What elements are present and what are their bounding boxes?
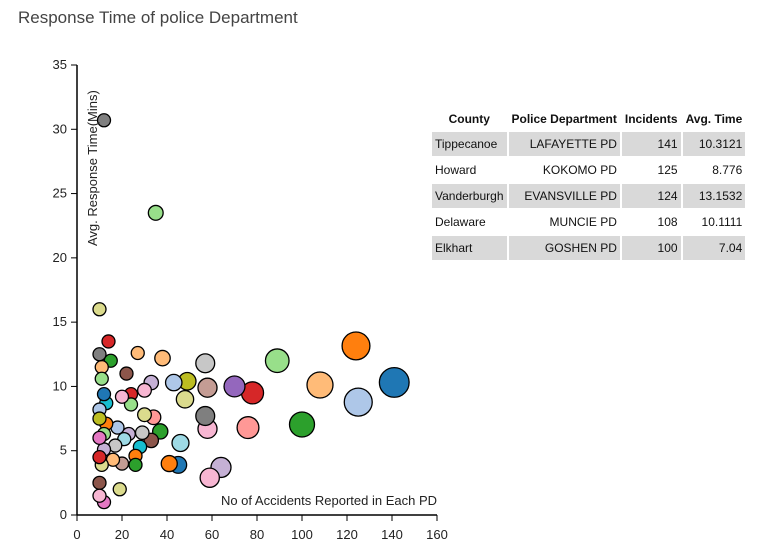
points-layer — [92, 113, 410, 510]
y-tick-label: 20 — [53, 250, 67, 265]
y-tick-label: 15 — [53, 314, 67, 329]
table-row: Vanderburgh EVANSVILLE PD 124 13.1532 — [432, 184, 746, 208]
y-tick-label: 0 — [60, 507, 67, 522]
county-cell: Elkhart — [432, 236, 507, 260]
x-tick-label: 140 — [381, 527, 403, 542]
scatter-point[interactable] — [112, 482, 127, 497]
scatter-point[interactable] — [92, 411, 107, 426]
table-row: Delaware MUNCIE PD 108 10.1111 — [432, 210, 745, 234]
y-tick-label: 10 — [53, 378, 67, 393]
incidents-cell: 125 — [657, 163, 678, 177]
scatter-point[interactable] — [101, 334, 116, 349]
y-axis-label: Avg. Response Time(Mins) — [85, 90, 100, 246]
scatter-point[interactable] — [128, 457, 143, 473]
axes-layer: 0 20 40 60 80 100 120 140 160 0 5 10 15 20 25 30 35 — [53, 57, 448, 542]
x-tick-label: 60 — [205, 527, 219, 542]
table-header-row: County Police Department Incidents Avg. … — [432, 108, 745, 130]
scatter-point[interactable] — [92, 430, 107, 446]
department-cell: MUNCIE PD — [549, 215, 617, 229]
scatter-point[interactable] — [195, 405, 216, 427]
scatter-point[interactable] — [175, 389, 195, 409]
scatter-point[interactable] — [306, 371, 334, 399]
scatter-point[interactable] — [96, 386, 112, 402]
scatter-point[interactable] — [223, 375, 246, 398]
scatter-point[interactable] — [134, 425, 150, 441]
scatter-point[interactable] — [92, 347, 107, 362]
scatter-point[interactable] — [92, 449, 107, 465]
scatter-point[interactable] — [160, 454, 178, 473]
scatter-point[interactable] — [119, 366, 134, 381]
scatter-point[interactable] — [123, 397, 139, 412]
department-cell: KOKOMO PD — [542, 163, 617, 177]
scatter-point[interactable] — [92, 302, 107, 317]
avg-time-cell: 10.1111 — [701, 215, 743, 229]
top-departments-table: County Police Department Incidents Avg. … — [430, 106, 747, 262]
county-cell: Howard — [435, 163, 477, 177]
scatter-point[interactable] — [137, 407, 152, 423]
table-row: Elkhart GOSHEN PD 100 7.04 — [432, 236, 746, 260]
column-header-avg-time: Avg. Time — [685, 112, 743, 126]
county-cell: Vanderburgh — [432, 184, 507, 208]
scatter-point[interactable] — [199, 467, 221, 488]
scatter-point[interactable] — [94, 371, 109, 386]
avg-time-cell: 8.776 — [712, 163, 743, 177]
scatter-point[interactable] — [96, 113, 112, 128]
x-tick-label: 120 — [336, 527, 358, 542]
scatter-point[interactable] — [288, 411, 316, 438]
x-tick-label: 100 — [291, 527, 313, 542]
scatter-point[interactable] — [341, 331, 371, 361]
incidents-cell: 108 — [657, 215, 678, 229]
avg-time-cell: 7.04 — [682, 236, 746, 260]
x-tick-label: 0 — [73, 527, 80, 542]
scatter-point[interactable] — [171, 433, 190, 453]
table-row: Tippecanoe LAFAYETTE PD 141 10.3121 — [432, 132, 746, 156]
chart-title: Response Time of police Department — [18, 8, 298, 27]
scatter-point[interactable] — [154, 349, 171, 367]
scatter-point[interactable] — [236, 416, 260, 440]
county-cell: Tippecanoe — [432, 132, 507, 156]
scatter-point[interactable] — [195, 353, 216, 374]
y-tick-label: 25 — [53, 186, 67, 201]
department-cell: LAFAYETTE PD — [508, 132, 620, 156]
column-header-police-department: Police Department — [511, 112, 617, 126]
scatter-point[interactable] — [137, 382, 152, 398]
scatter-point[interactable] — [264, 348, 290, 374]
avg-time-cell: 10.3121 — [682, 132, 746, 156]
scatter-point[interactable] — [92, 475, 107, 491]
x-tick-label: 20 — [115, 527, 129, 542]
scatter-point[interactable] — [147, 204, 164, 221]
incidents-cell: 124 — [621, 184, 681, 208]
column-header-county: County — [448, 112, 490, 126]
scatter-point[interactable] — [378, 366, 410, 398]
y-tick-label: 5 — [60, 443, 67, 458]
county-cell: Delaware — [435, 215, 486, 229]
scatter-point[interactable] — [343, 387, 373, 417]
avg-time-cell: 13.1532 — [682, 184, 746, 208]
x-tick-label: 80 — [250, 527, 264, 542]
scatter-point[interactable] — [130, 345, 145, 361]
scatter-point[interactable] — [92, 488, 107, 503]
y-tick-label: 35 — [53, 57, 67, 72]
scatter-point[interactable] — [114, 389, 130, 404]
y-tick-label: 30 — [53, 121, 67, 136]
department-cell: GOSHEN PD — [508, 236, 620, 260]
scatter-point[interactable] — [164, 373, 183, 392]
department-cell: EVANSVILLE PD — [508, 184, 620, 208]
incidents-cell: 100 — [621, 236, 681, 260]
x-axis-label: No of Accidents Reported in Each PD — [221, 493, 437, 508]
column-header-incidents: Incidents — [624, 112, 678, 126]
scatter-point[interactable] — [197, 377, 218, 398]
x-tick-label: 40 — [160, 527, 174, 542]
x-tick-label: 160 — [426, 527, 448, 542]
table-row: Howard KOKOMO PD 125 8.776 — [432, 158, 745, 182]
incidents-cell: 141 — [621, 132, 681, 156]
